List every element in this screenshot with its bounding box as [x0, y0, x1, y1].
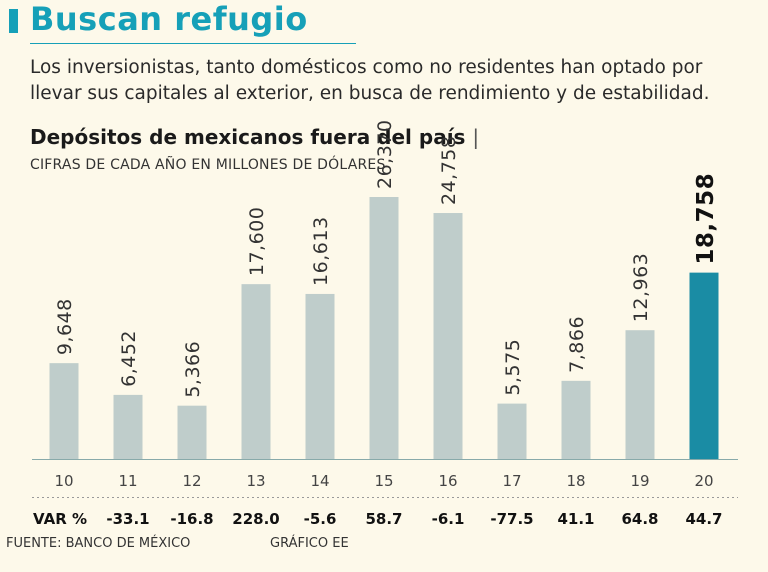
data-label-20: 18,758: [693, 173, 719, 265]
var-value-18: 41.1: [557, 510, 594, 528]
x-tick-20: 20: [694, 472, 713, 490]
data-label-11: 6,452: [118, 330, 140, 387]
data-label-15: 26,370: [374, 120, 396, 189]
var-value-13: 228.0: [232, 510, 279, 528]
var-label: VAR %: [33, 510, 87, 528]
bar-12: [177, 405, 207, 459]
x-tick-11: 11: [118, 472, 137, 490]
chart-title: Depósitos de mexicanos fuera del país |: [30, 125, 479, 149]
x-tick-12: 12: [182, 472, 201, 490]
bar-13: [241, 284, 271, 459]
bar-20: [689, 272, 719, 459]
var-value-15: 58.7: [365, 510, 402, 528]
title-underline: [30, 43, 356, 44]
bar-17: [497, 403, 527, 459]
title-accent-bar: [9, 9, 18, 33]
credit-note: GRÁFICO EE: [270, 536, 349, 551]
bar-18: [561, 380, 591, 459]
source-note: FUENTE: BANCO DE MÉXICO: [6, 536, 191, 551]
var-value-14: -5.6: [304, 510, 337, 528]
var-value-17: -77.5: [490, 510, 533, 528]
bar-14: [305, 293, 335, 459]
x-tick-15: 15: [374, 472, 393, 490]
page-title: Buscan refugio: [30, 0, 308, 38]
var-value-20: 44.7: [685, 510, 722, 528]
var-value-11: -33.1: [106, 510, 149, 528]
bar-16: [433, 213, 463, 459]
data-label-16: 24,758: [438, 136, 460, 205]
subtitle: Los inversionistas, tanto domésticos com…: [30, 57, 710, 104]
x-tick-10: 10: [54, 472, 73, 490]
chart-subtitle: CIFRAS DE CADA AÑO EN MILLONES DE DÓLARE…: [30, 157, 386, 173]
bar-10: [49, 363, 79, 459]
var-value-19: 64.8: [621, 510, 658, 528]
data-label-14: 16,613: [310, 216, 332, 285]
data-label-17: 5,575: [502, 339, 524, 396]
data-label-13: 17,600: [246, 207, 268, 276]
x-tick-13: 13: [246, 472, 265, 490]
x-tick-18: 18: [566, 472, 585, 490]
data-label-12: 5,366: [182, 341, 204, 398]
data-label-19: 12,963: [630, 253, 652, 322]
bar-19: [625, 330, 655, 459]
x-tick-17: 17: [502, 472, 521, 490]
x-tick-16: 16: [438, 472, 457, 490]
bar-11: [113, 394, 143, 459]
x-tick-19: 19: [630, 472, 649, 490]
data-label-18: 7,866: [566, 316, 588, 373]
var-value-16: -6.1: [432, 510, 465, 528]
chart-title-separator: |: [472, 125, 480, 149]
x-tick-14: 14: [310, 472, 329, 490]
chart-title-text: Depósitos de mexicanos fuera del país: [30, 125, 466, 149]
var-value-12: -16.8: [170, 510, 213, 528]
data-label-10: 9,648: [54, 298, 76, 355]
bar-15: [369, 197, 399, 459]
